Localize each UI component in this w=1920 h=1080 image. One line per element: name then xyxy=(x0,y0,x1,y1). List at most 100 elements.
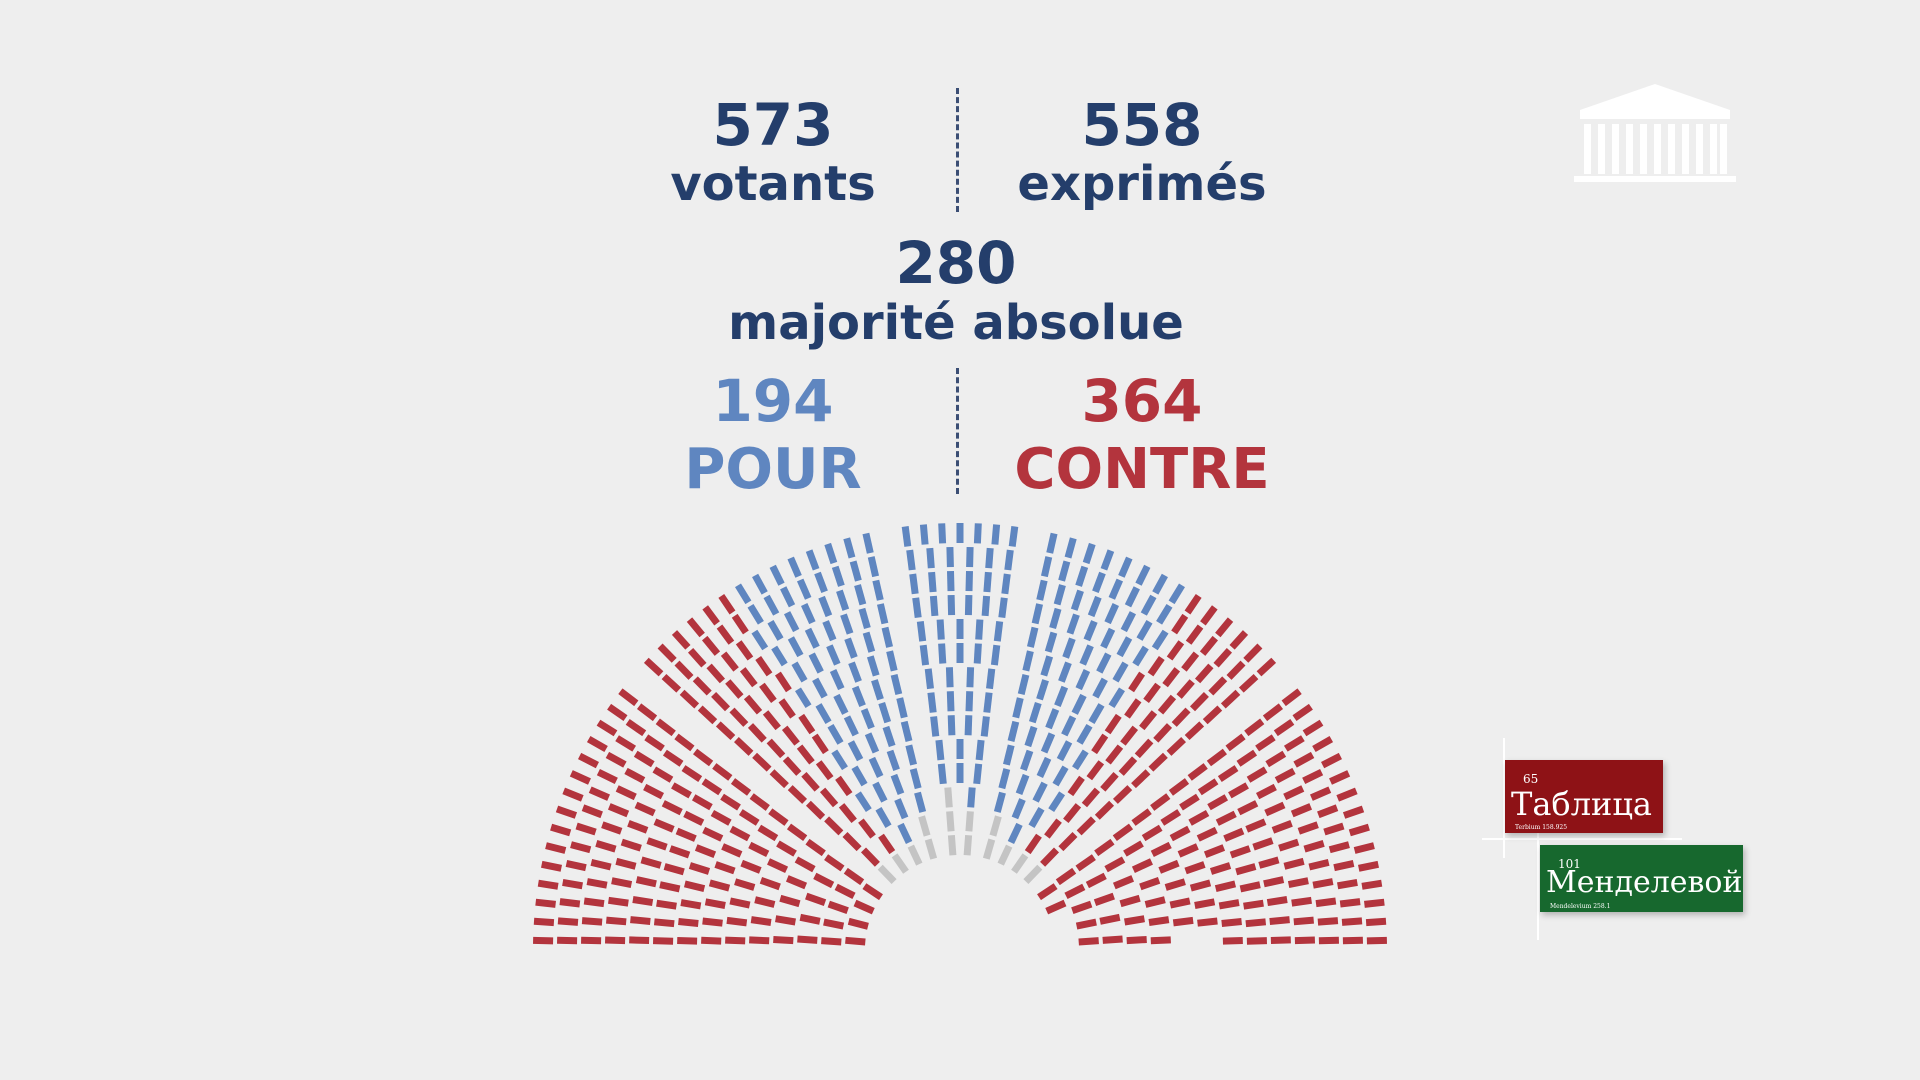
seat-contre xyxy=(1246,937,1268,945)
watermark-tile-number: 101 xyxy=(1558,857,1581,871)
seat-pour xyxy=(1026,626,1039,648)
seat-pour xyxy=(1092,571,1106,593)
seat-contre xyxy=(692,748,714,767)
seat-pour xyxy=(1100,627,1116,649)
seat-contre xyxy=(643,657,664,677)
seat-contre xyxy=(663,863,685,876)
seat-contre xyxy=(714,861,736,875)
seat-contre xyxy=(1058,832,1078,852)
seat-contre xyxy=(674,660,694,680)
seat-pour xyxy=(890,673,903,696)
seat-contre xyxy=(702,917,723,927)
seat-pour xyxy=(881,626,894,648)
seat-pour xyxy=(886,650,898,672)
seat-contre xyxy=(1206,748,1228,767)
seat-contre xyxy=(1321,752,1342,769)
seat-contre xyxy=(1215,617,1234,638)
seat-pour xyxy=(965,691,974,712)
seat-contre xyxy=(715,721,736,741)
seat-contre xyxy=(659,881,681,893)
seat-contre xyxy=(797,935,818,944)
seat-pour xyxy=(1062,637,1076,659)
seat-contre xyxy=(1081,787,1101,808)
seat-contre xyxy=(824,816,844,836)
seat-contre xyxy=(1312,736,1334,753)
seat-pour xyxy=(912,597,922,619)
seat-pour xyxy=(993,620,1004,642)
seat-pour xyxy=(1108,687,1125,709)
seat-contre xyxy=(1290,803,1313,818)
seat-contre xyxy=(1208,676,1228,696)
seat-contre xyxy=(686,617,705,638)
seat-contre xyxy=(1364,898,1385,908)
seat-contre xyxy=(1100,771,1119,792)
seat-pour xyxy=(829,669,845,691)
seat-contre xyxy=(1166,737,1186,756)
seat-pour xyxy=(901,526,912,547)
seat-contre xyxy=(731,613,749,635)
seat-pour xyxy=(946,691,955,712)
seat-abstention xyxy=(1011,853,1029,874)
seat-pour xyxy=(769,564,785,586)
seat-pour xyxy=(1052,765,1069,787)
seat-contre xyxy=(683,810,705,826)
seat-pour xyxy=(1045,708,1060,730)
seat-contre xyxy=(775,915,796,926)
seat-contre xyxy=(1264,801,1286,817)
seat-contre xyxy=(1196,826,1218,842)
watermark-line-v2 xyxy=(1537,830,1539,940)
seat-pour xyxy=(851,765,868,787)
seat-contre xyxy=(1256,657,1277,677)
seat-pour xyxy=(1071,693,1087,715)
seat-pour xyxy=(973,763,983,785)
seat-contre xyxy=(1348,823,1370,837)
seat-pour xyxy=(787,556,802,578)
watermark-tile-text: Менделевой xyxy=(1546,865,1743,900)
seat-contre xyxy=(680,899,702,910)
seat-contre xyxy=(1176,679,1195,699)
seat-pour xyxy=(1049,607,1062,630)
seat-contre xyxy=(1168,778,1190,796)
seat-contre xyxy=(697,705,718,725)
seat-contre xyxy=(708,879,731,892)
seat-contre xyxy=(785,875,808,890)
seat-contre xyxy=(533,936,554,945)
seat-pour xyxy=(1064,537,1077,559)
exprimes-value: 558 xyxy=(1081,91,1203,159)
seat-contre xyxy=(653,918,675,928)
seat-contre xyxy=(1148,752,1168,772)
seat-contre xyxy=(1361,879,1383,890)
seat-contre xyxy=(545,842,567,854)
seat-contre xyxy=(858,818,876,839)
seat-contre xyxy=(1094,800,1115,820)
seat-contre xyxy=(1271,820,1293,834)
seat-pour xyxy=(998,768,1011,790)
seat-contre xyxy=(794,856,816,873)
seat-contre xyxy=(750,916,772,926)
seat-contre xyxy=(1245,918,1267,928)
seat-contre xyxy=(1199,635,1219,656)
seat-contre xyxy=(805,800,826,820)
seat-contre xyxy=(669,845,691,859)
seat-contre xyxy=(1266,896,1288,907)
seat-contre xyxy=(615,735,637,752)
seat-pour xyxy=(973,643,982,664)
seat-pour xyxy=(854,584,867,606)
seat-contre xyxy=(786,823,808,842)
seat-contre xyxy=(734,878,756,891)
seat-pour xyxy=(862,532,874,554)
seat-pour xyxy=(1075,565,1089,587)
seat-contre xyxy=(1153,723,1173,743)
seat-contre xyxy=(718,593,736,615)
seat-pour xyxy=(1061,715,1077,737)
seat-pour xyxy=(1100,549,1115,571)
seat-pour xyxy=(1112,661,1129,683)
seat-contre xyxy=(843,867,865,886)
seat-pour xyxy=(831,749,848,771)
seat-pour xyxy=(990,644,1001,666)
seat-contre xyxy=(662,749,684,767)
seat-pour xyxy=(894,798,909,820)
seat-contre xyxy=(679,689,700,709)
seat-pour xyxy=(909,768,922,790)
seat-contre xyxy=(824,854,845,872)
